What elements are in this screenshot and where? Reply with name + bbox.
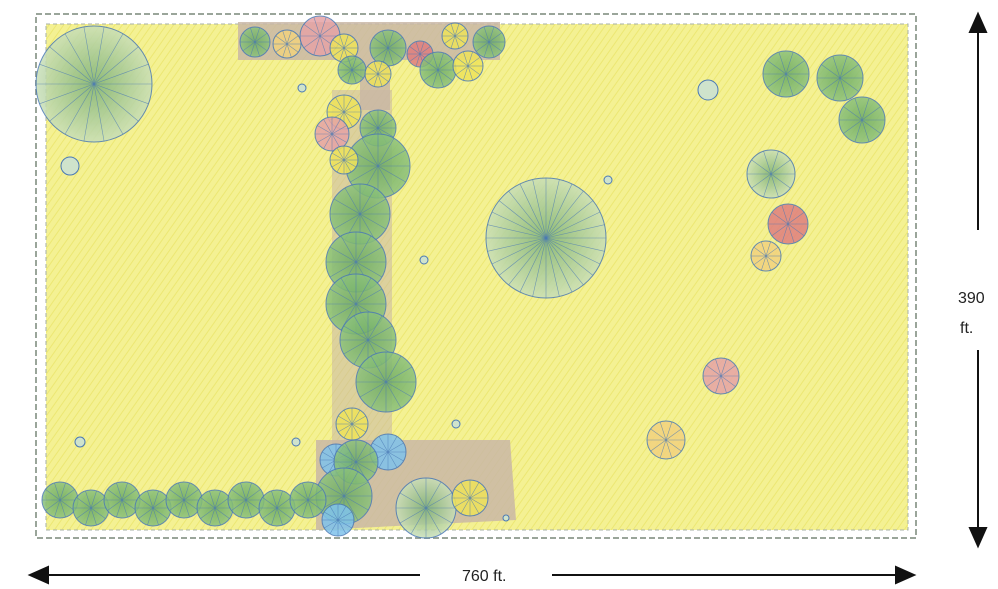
tree-canopy [441,22,469,50]
tree-canopy [239,26,271,58]
tree-canopy [134,489,172,527]
tree-canopy [451,479,489,517]
tree-canopy [314,116,350,152]
tree-canopy [702,357,740,395]
height-dimension-arrow [968,11,988,549]
tree-canopy [165,481,203,519]
tree-canopy [335,407,369,441]
tree-canopy [369,29,407,67]
tree-canopy [419,51,457,89]
tree-canopy [35,25,153,143]
width-dimension-arrow [27,565,917,585]
tree-canopy [103,481,141,519]
shrub-marker [502,514,510,522]
shrub-marker [60,156,80,176]
shrub-marker [697,79,719,101]
tree-canopy [337,55,367,85]
tree-canopy [258,489,296,527]
shrub-marker [603,175,613,185]
height-unit-label: ft. [960,320,974,337]
shrubs-layer [60,79,719,522]
tree-canopy [452,50,484,82]
tree-canopy [321,503,355,537]
tree-canopy [272,29,302,59]
tree-canopy [369,433,407,471]
tree-canopy [485,177,607,299]
tree-canopy [395,477,457,539]
tree-canopy [762,50,810,98]
trees-layer [35,15,886,539]
shrub-marker [451,419,461,429]
tree-canopy [227,481,265,519]
tree-canopy [345,133,411,199]
shrub-marker [297,83,307,93]
tree-canopy [41,481,79,519]
tree-canopy [289,481,327,519]
tree-canopy [196,489,234,527]
tree-canopy [329,183,391,245]
tree-canopy [72,489,110,527]
shrub-marker [74,436,86,448]
tree-canopy [646,420,686,460]
tree-canopy [364,60,392,88]
tree-canopy [472,25,506,59]
tree-canopy [767,203,809,245]
shrub-marker [291,437,301,447]
tree-canopy [355,351,417,413]
height-value-label: 390 [958,290,985,307]
tree-canopy [838,96,886,144]
tree-canopy [329,145,359,175]
tree-canopy [750,240,782,272]
tree-canopy [746,149,796,199]
shrub-marker [419,255,429,265]
tree-canopy [816,54,864,102]
width-label: 760 ft. [462,568,507,585]
